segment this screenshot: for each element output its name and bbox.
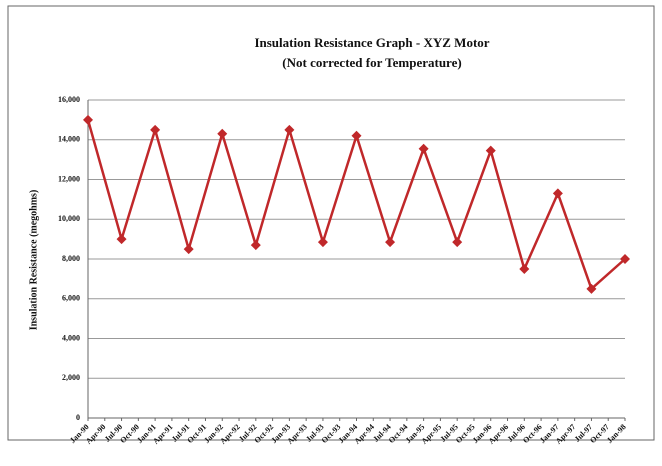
data-point	[385, 237, 396, 248]
y-tick-label: 10,000	[58, 214, 80, 223]
data-point	[485, 145, 496, 156]
data-point	[586, 283, 597, 294]
y-tick-label: 2,000	[62, 373, 80, 382]
y-tick-label: 6,000	[62, 294, 80, 303]
data-point	[552, 188, 563, 199]
y-tick-label: 16,000	[58, 95, 80, 104]
data-point	[620, 254, 630, 264]
y-tick-label: 12,000	[58, 174, 80, 183]
data-point	[217, 128, 228, 139]
data-point	[351, 130, 362, 141]
data-point	[116, 234, 127, 245]
data-point	[183, 244, 194, 255]
data-point	[317, 237, 328, 248]
data-point	[418, 143, 429, 154]
data-point	[83, 114, 93, 125]
chart-subtitle: (Not corrected for Temperature)	[282, 55, 461, 70]
data-point	[452, 237, 463, 248]
chart-title: Insulation Resistance Graph - XYZ Motor	[254, 35, 489, 50]
data-point	[150, 124, 161, 135]
y-tick-label: 4,000	[62, 333, 80, 342]
data-point	[250, 240, 261, 251]
y-tick-label: 0	[76, 413, 80, 422]
y-tick-label: 8,000	[62, 254, 80, 263]
y-axis-label: Insulation Resistance (megohms)	[28, 190, 39, 331]
chart-border	[7, 5, 655, 441]
y-tick-label: 14,000	[58, 135, 80, 144]
data-point	[284, 124, 295, 135]
data-point	[519, 263, 530, 274]
